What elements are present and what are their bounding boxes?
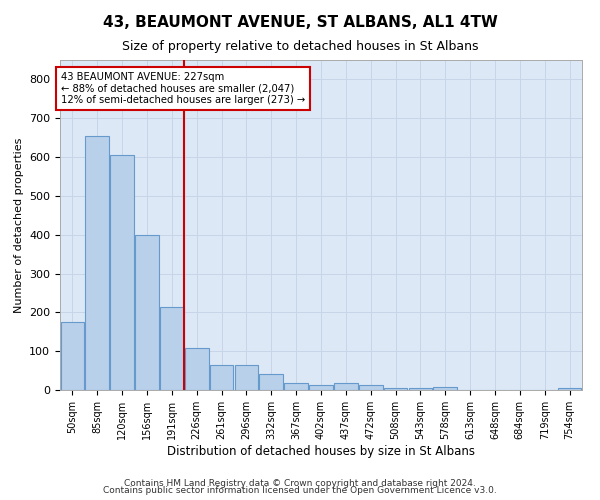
Bar (160, 306, 184, 390)
Text: Contains HM Land Registry data © Crown copyright and database right 2024.: Contains HM Land Registry data © Crown c… (124, 478, 476, 488)
Bar (235, 365, 258, 390)
Bar (185, 348, 209, 390)
Bar (284, 384, 308, 390)
Bar (433, 387, 457, 390)
Bar (61, 322, 84, 390)
Bar (210, 365, 233, 390)
Bar (259, 374, 283, 390)
Bar (384, 388, 407, 390)
Bar (359, 386, 383, 390)
Bar (558, 388, 581, 390)
Bar (110, 155, 134, 390)
Bar (85, 136, 109, 390)
Text: 43, BEAUMONT AVENUE, ST ALBANS, AL1 4TW: 43, BEAUMONT AVENUE, ST ALBANS, AL1 4TW (103, 15, 497, 30)
Text: Size of property relative to detached houses in St Albans: Size of property relative to detached ho… (122, 40, 478, 53)
Text: 43 BEAUMONT AVENUE: 227sqm
← 88% of detached houses are smaller (2,047)
12% of s: 43 BEAUMONT AVENUE: 227sqm ← 88% of deta… (61, 72, 305, 105)
Text: Contains public sector information licensed under the Open Government Licence v3: Contains public sector information licen… (103, 486, 497, 495)
Y-axis label: Number of detached properties: Number of detached properties (14, 138, 23, 312)
Bar (334, 384, 358, 390)
Bar (135, 234, 159, 390)
Bar (309, 384, 333, 390)
Bar (409, 388, 432, 390)
X-axis label: Distribution of detached houses by size in St Albans: Distribution of detached houses by size … (167, 444, 475, 458)
